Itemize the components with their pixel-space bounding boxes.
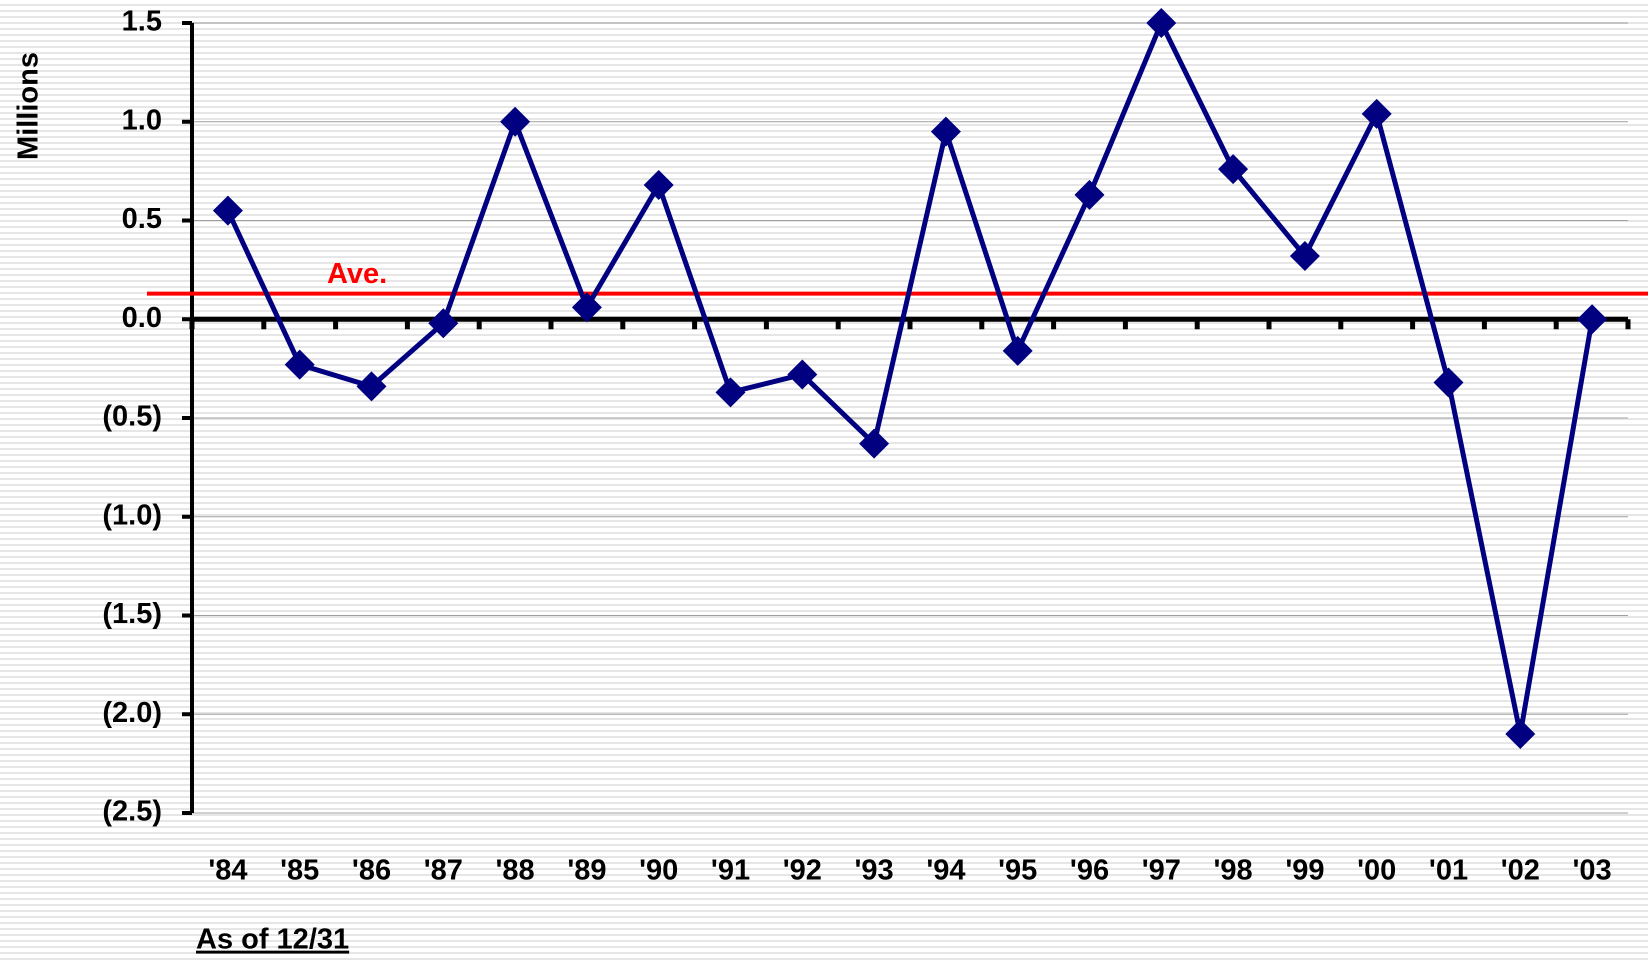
average-label: Ave. <box>327 258 387 290</box>
x-tick-label: '96 <box>1070 855 1109 887</box>
x-tick-label: '85 <box>280 855 319 887</box>
data-point <box>1146 8 1177 38</box>
data-point <box>1289 241 1320 272</box>
y-tick-label: 0.0 <box>122 302 162 334</box>
footnote: As of 12/31 <box>196 924 349 956</box>
data-point <box>715 377 746 408</box>
data-point <box>1577 304 1608 335</box>
x-tick-label: '03 <box>1573 855 1612 887</box>
x-tick-label: '84 <box>208 855 247 887</box>
x-tick-label: '88 <box>496 855 535 887</box>
y-tick-label: 1.0 <box>122 104 162 136</box>
data-point <box>284 349 315 380</box>
data-point <box>1505 719 1536 749</box>
x-tick-label: '98 <box>1214 855 1253 887</box>
data-point <box>1433 367 1464 398</box>
y-tick-label: (0.5) <box>102 401 162 433</box>
data-point <box>1361 98 1392 129</box>
x-tick-label: '91 <box>711 855 750 887</box>
data-point <box>787 359 818 390</box>
data-point <box>356 371 387 402</box>
data-point <box>859 428 890 459</box>
x-tick-label: '89 <box>567 855 606 887</box>
data-point <box>930 116 961 147</box>
data-point <box>500 106 531 137</box>
x-tick-label: '02 <box>1501 855 1540 887</box>
y-tick-label: (1.5) <box>102 598 162 630</box>
x-tick-label: '86 <box>352 855 391 887</box>
data-point <box>212 195 243 226</box>
y-tick-label: 1.5 <box>122 6 162 38</box>
x-tick-label: '01 <box>1429 855 1468 887</box>
y-tick-label: (2.5) <box>102 796 162 828</box>
data-point <box>1074 179 1105 210</box>
x-tick-label: '94 <box>926 855 965 887</box>
data-point <box>571 292 602 323</box>
data-point <box>643 169 674 200</box>
x-tick-label: '99 <box>1285 855 1324 887</box>
x-tick-label: '93 <box>855 855 894 887</box>
y-tick-label: (2.0) <box>102 697 162 729</box>
x-tick-label: '92 <box>783 855 822 887</box>
x-tick-label: '90 <box>639 855 678 887</box>
x-tick-label: '95 <box>998 855 1037 887</box>
y-tick-label: (1.0) <box>102 499 162 531</box>
x-tick-label: '00 <box>1357 855 1396 887</box>
y-axis-label: Millions <box>13 52 45 160</box>
data-line <box>225 16 1595 735</box>
x-tick-label: '87 <box>424 855 463 887</box>
y-tick-label: 0.5 <box>122 203 162 235</box>
data-point <box>1218 154 1249 185</box>
data-point <box>1002 335 1033 366</box>
x-tick-label: '97 <box>1142 855 1181 887</box>
data-point <box>428 308 459 339</box>
